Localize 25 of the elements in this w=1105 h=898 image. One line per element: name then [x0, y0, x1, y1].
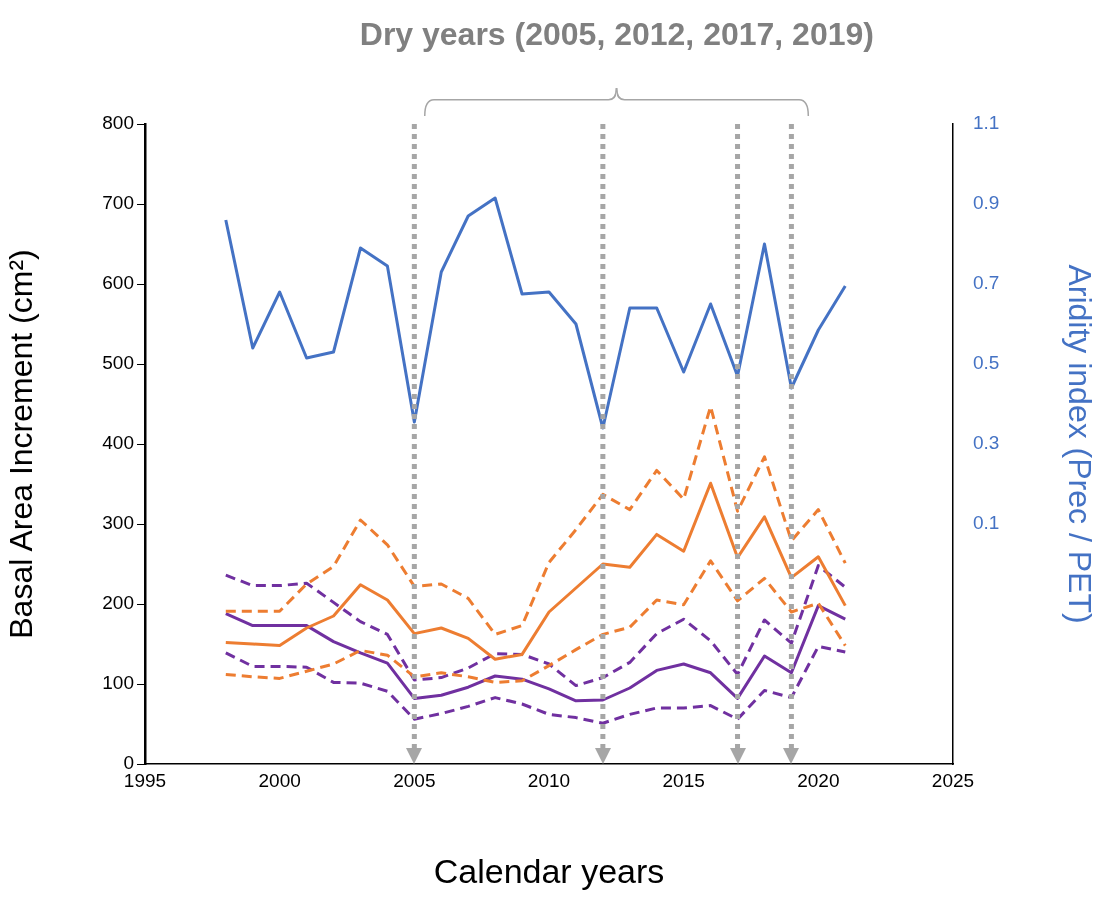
- y-tick-label: 100: [102, 672, 134, 694]
- x-axis-title: Calendar years: [433, 851, 665, 890]
- y2-tick-label: 1.1: [973, 112, 1000, 134]
- y2-tick-label: 0.9: [973, 192, 1000, 214]
- y-tick-label: 800: [102, 112, 134, 134]
- chart-title: Dry years (2005, 2012, 2017, 2019): [359, 16, 874, 52]
- y2-tick-label: 0.7: [973, 272, 1000, 294]
- x-tick-label: 2025: [931, 769, 975, 791]
- x-tick-label: 2010: [527, 769, 571, 791]
- x-tick-label: 2000: [258, 769, 301, 791]
- x-tick-label: 2005: [393, 769, 436, 791]
- y-tick-label: 500: [102, 352, 134, 374]
- y-axis-title: Basal Area Increment (cm²): [3, 249, 40, 639]
- y2-tick-label: 0.3: [973, 432, 1000, 454]
- y-tick-label: 200: [102, 592, 134, 614]
- y2-axis-title: Aridity index (Prec / PET): [1061, 264, 1098, 624]
- y-tick-label: 400: [102, 432, 134, 454]
- line-series: [224, 644, 847, 725]
- y2-tick-label: 0.5: [973, 352, 1000, 374]
- y-tick-label: 700: [102, 192, 134, 214]
- y2-tick-label: 0.1: [973, 512, 1000, 534]
- x-tick-label: 2015: [662, 769, 705, 791]
- y-tick-label: 600: [102, 272, 134, 294]
- y-tick-label: 300: [102, 512, 134, 534]
- x-tick-label: 2020: [797, 769, 840, 791]
